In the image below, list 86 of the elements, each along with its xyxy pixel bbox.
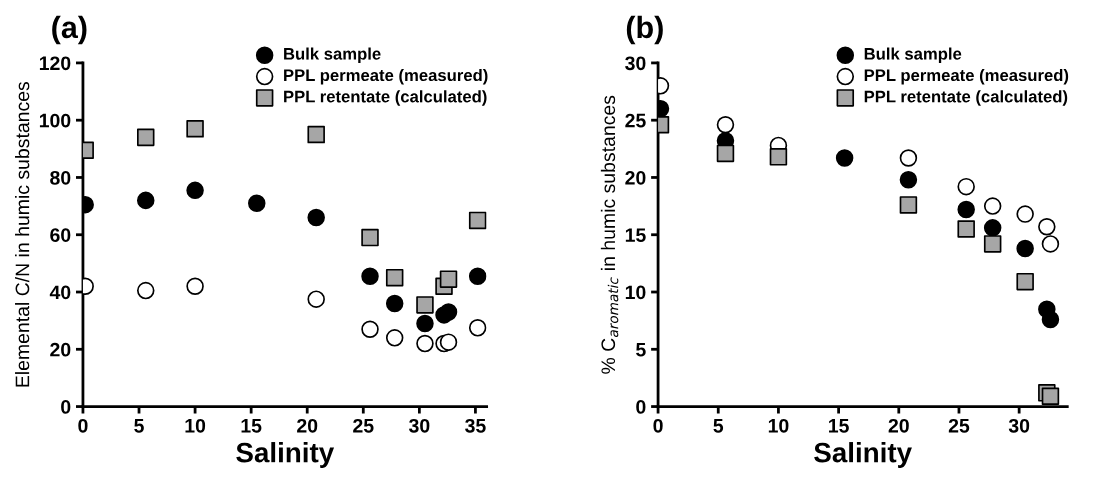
point (835, 149, 854, 167)
legend-label: PPL retentate (calculated) (284, 90, 487, 106)
x-axis-title: Salinity (814, 442, 912, 468)
point (1038, 217, 1056, 236)
y-tick-label: 30 (625, 56, 646, 71)
x-tick-label: 25 (948, 418, 970, 433)
point (307, 290, 325, 308)
x-tick-label: 30 (408, 418, 430, 433)
legend-label: PPL permeate (measured) (284, 68, 488, 85)
point (136, 128, 155, 147)
point (416, 314, 434, 333)
x-tick-label: 10 (768, 418, 789, 433)
point (899, 149, 918, 167)
legend-label: PPL retentate (calculated) (864, 90, 1068, 106)
x-tick-label: 5 (134, 419, 144, 433)
y-tick-label: 120 (39, 56, 71, 71)
legend-label: Bulk sample (284, 47, 381, 64)
x-tick-label: 15 (829, 419, 849, 433)
y-tick-label: 15 (625, 228, 646, 242)
y-tick-label: 25 (625, 113, 646, 128)
point (1041, 387, 1060, 406)
point (899, 196, 918, 214)
y-axis-title: % C$_{aromatic}$ in humic substances (600, 95, 619, 374)
point (416, 334, 434, 353)
legend-label: PPL permeate (measured) (864, 68, 1069, 85)
x-tick-label: 25 (353, 418, 374, 433)
y-tick-label: 20 (50, 342, 71, 357)
x-tick-label: 5 (713, 419, 724, 433)
point (307, 125, 325, 144)
x-tick-label: 35 (465, 418, 486, 433)
point (361, 320, 379, 338)
x-tick-label: 0 (653, 418, 663, 433)
point (1041, 235, 1060, 253)
y-axis-title: Elemental C/N in humic substances (15, 81, 30, 387)
point (307, 208, 325, 227)
point (983, 219, 1002, 237)
point (186, 120, 204, 138)
point (248, 194, 266, 212)
y-tick-label: 80 (50, 170, 71, 185)
y-tick-label: 60 (50, 228, 71, 242)
point (769, 148, 788, 166)
point (1016, 272, 1034, 291)
point (468, 267, 487, 286)
x-tick-label: 20 (888, 418, 909, 433)
x-tick-label: 15 (241, 419, 262, 433)
point (186, 181, 204, 200)
point (385, 329, 404, 347)
point (416, 296, 434, 314)
point (439, 303, 458, 321)
point (716, 116, 735, 134)
point (957, 200, 975, 219)
y-tick-label: 100 (39, 113, 71, 128)
x-tick-label: 30 (1008, 418, 1030, 433)
point (361, 228, 379, 247)
chart-title: (b) (626, 15, 663, 45)
point (439, 333, 458, 351)
y-tick-label: 0 (636, 400, 646, 414)
point (1041, 310, 1060, 329)
legend-label: Bulk sample (864, 47, 962, 64)
point (899, 171, 918, 189)
point (385, 294, 404, 313)
point (361, 267, 379, 286)
point (468, 319, 487, 337)
point (957, 220, 975, 238)
point (439, 270, 458, 288)
point (385, 268, 404, 287)
point (983, 235, 1002, 253)
x-tick-label: 10 (185, 418, 206, 433)
point (957, 177, 975, 196)
point (1016, 239, 1034, 258)
y-tick-label: 40 (49, 285, 71, 300)
point (1016, 205, 1034, 223)
point (468, 211, 487, 230)
x-tick-label: 0 (78, 418, 88, 433)
point (136, 191, 155, 210)
y-tick-label: 5 (636, 342, 646, 357)
x-axis-title: Salinity (236, 442, 335, 468)
chart-title: (a) (52, 15, 87, 45)
point (983, 197, 1002, 215)
point (136, 281, 155, 300)
y-tick-label: 20 (625, 170, 646, 185)
y-tick-label: 0 (61, 400, 71, 414)
point (186, 277, 204, 296)
point (716, 144, 735, 163)
x-tick-label: 20 (297, 418, 318, 433)
y-tick-label: 10 (625, 285, 646, 300)
